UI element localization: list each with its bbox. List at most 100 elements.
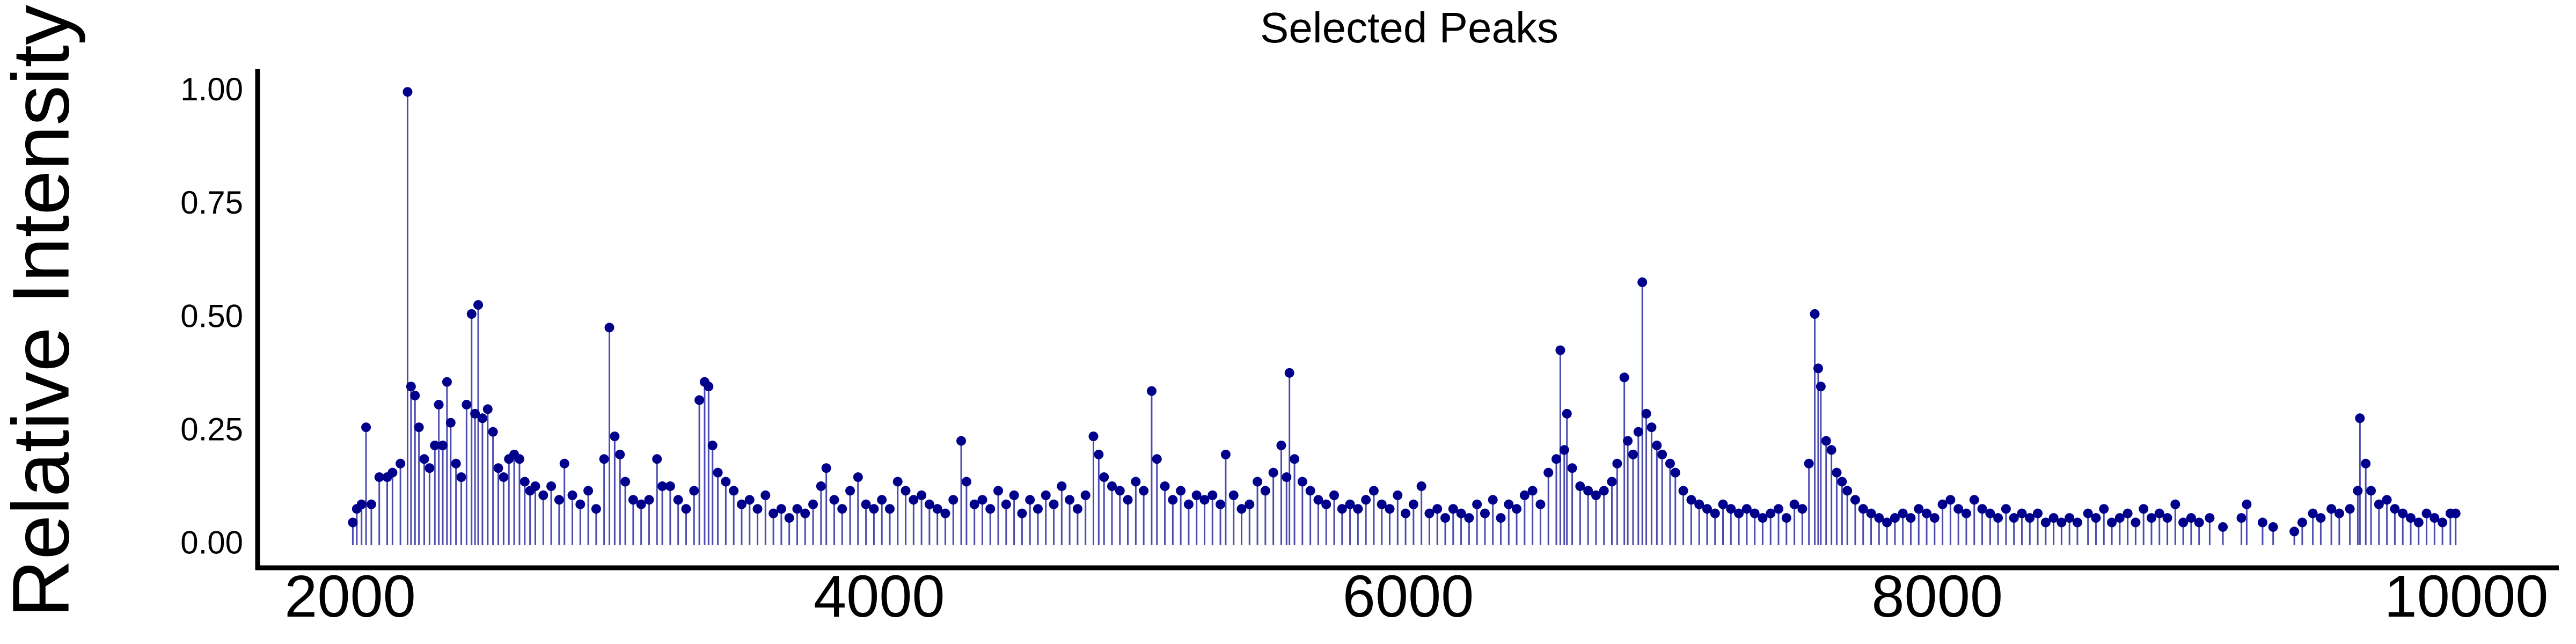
peak-dot bbox=[2001, 504, 2011, 514]
peak-dot bbox=[969, 499, 979, 509]
peak-dot bbox=[2366, 486, 2376, 496]
peak-dot bbox=[438, 440, 448, 450]
peak-dot bbox=[2334, 508, 2344, 518]
peak-dot bbox=[2398, 508, 2408, 518]
y-tick-label: 0.00 bbox=[180, 525, 243, 561]
peak-dot bbox=[1953, 504, 1964, 514]
peak-dot bbox=[665, 481, 675, 491]
peak-dot bbox=[917, 490, 927, 500]
x-tick-label: 10000 bbox=[2384, 564, 2549, 630]
peak-dot bbox=[1781, 513, 1791, 523]
peak-dot bbox=[1758, 513, 1768, 523]
peak-dot bbox=[924, 499, 934, 509]
peak-dot bbox=[1282, 472, 1292, 482]
peak-dot bbox=[1562, 408, 1572, 419]
peak-dot bbox=[1766, 508, 1776, 518]
peak-dot bbox=[1284, 368, 1294, 378]
peak-dot bbox=[837, 504, 847, 514]
peak-dot bbox=[993, 486, 1004, 496]
peak-dot bbox=[2345, 504, 2355, 514]
peak-dot bbox=[1575, 481, 1585, 491]
peak-dot bbox=[1665, 458, 1675, 469]
peak-dot bbox=[1276, 440, 1286, 450]
peak-dot bbox=[1945, 495, 1956, 505]
peak-dot bbox=[1408, 499, 1418, 509]
peak-dot bbox=[2205, 513, 2215, 523]
peak-dot bbox=[932, 504, 942, 514]
peak-dot bbox=[1253, 477, 1263, 487]
peak-dot bbox=[1512, 504, 1522, 514]
peak-dot bbox=[800, 508, 810, 518]
peak-dot bbox=[1115, 486, 1125, 496]
peak-dot bbox=[1139, 486, 1149, 496]
peak-dot bbox=[1837, 477, 1847, 487]
peak-dot bbox=[1464, 513, 1474, 523]
peak-dot bbox=[1152, 454, 1162, 464]
peak-dot bbox=[2025, 513, 2035, 523]
peak-dot bbox=[1612, 458, 1622, 469]
peak-dot bbox=[869, 504, 879, 514]
peak-dot bbox=[1789, 499, 1799, 509]
peak-dot bbox=[1072, 504, 1082, 514]
peak-dot bbox=[707, 440, 718, 450]
peak-dot bbox=[1220, 449, 1231, 459]
peak-dot bbox=[752, 504, 763, 514]
peak-dot bbox=[1850, 495, 1860, 505]
peak-dot bbox=[821, 463, 831, 473]
peak-dot bbox=[1832, 467, 1842, 478]
peak-dot bbox=[519, 477, 530, 487]
peak-dot bbox=[713, 467, 723, 478]
peak-dot bbox=[530, 481, 540, 491]
peak-dot bbox=[2154, 508, 2164, 518]
x-tick-label: 2000 bbox=[284, 564, 416, 630]
peak-dot bbox=[721, 477, 731, 487]
peak-dot bbox=[657, 481, 668, 491]
peak-dot bbox=[1440, 513, 1451, 523]
y-tick-label: 0.50 bbox=[180, 298, 243, 334]
peak-dot bbox=[673, 495, 683, 505]
peak-dot bbox=[1094, 449, 1104, 459]
peak-dot bbox=[1160, 481, 1170, 491]
peak-dot bbox=[1543, 467, 1554, 478]
peak-dot bbox=[892, 477, 903, 487]
peak-dot bbox=[1131, 477, 1141, 487]
peak-dot bbox=[2429, 513, 2440, 523]
peak-dot bbox=[1345, 499, 1355, 509]
peak-dot bbox=[694, 395, 705, 405]
peak-dot bbox=[1969, 495, 1979, 505]
peak-dot bbox=[776, 504, 786, 514]
y-tick-label: 0.25 bbox=[180, 411, 243, 447]
peak-dot bbox=[1519, 490, 1529, 500]
peak-dot bbox=[736, 499, 747, 509]
peak-dot bbox=[2083, 508, 2093, 518]
peak-dot bbox=[1313, 495, 1323, 505]
peak-dot bbox=[1607, 477, 1617, 487]
peak-dot bbox=[1866, 508, 1876, 518]
peak-dot bbox=[1985, 508, 1995, 518]
peak-dot bbox=[985, 504, 996, 514]
peak-dot bbox=[445, 418, 456, 428]
peak-dot bbox=[2382, 495, 2392, 505]
peak-dot bbox=[956, 436, 967, 446]
peak-dot bbox=[1726, 504, 1736, 514]
peak-dot bbox=[1567, 463, 1577, 473]
peak-dot bbox=[1670, 467, 1680, 478]
peak-dot bbox=[628, 495, 638, 505]
peak-dot bbox=[514, 454, 524, 464]
peak-dot bbox=[488, 427, 498, 437]
peak-dot bbox=[1821, 436, 1831, 446]
peak-dot bbox=[1686, 495, 1696, 505]
peak-dot bbox=[1741, 504, 1752, 514]
peak-dot bbox=[1385, 504, 1395, 514]
peak-dot bbox=[901, 486, 911, 496]
peak-dot bbox=[456, 472, 466, 482]
peak-dot bbox=[1183, 499, 1194, 509]
peak-dot bbox=[760, 490, 771, 500]
peak-dot bbox=[1623, 436, 1633, 446]
peak-dot bbox=[2374, 499, 2384, 509]
peak-dot bbox=[559, 458, 569, 469]
peak-dot bbox=[792, 504, 802, 514]
peak-dot bbox=[610, 431, 620, 442]
peak-dot bbox=[689, 486, 699, 496]
peak-dot bbox=[477, 413, 487, 423]
